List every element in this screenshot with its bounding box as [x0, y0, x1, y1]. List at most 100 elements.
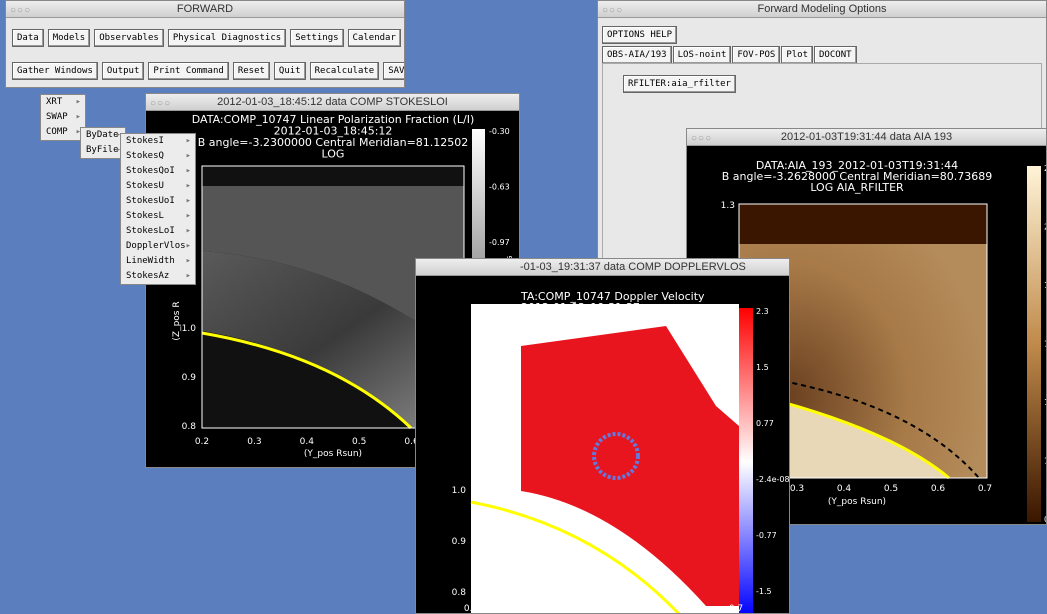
x-tick-label: 0.5 — [884, 484, 898, 494]
menu-item[interactable]: StokesL — [121, 209, 195, 224]
x-tick-label: 0.5 — [623, 604, 637, 614]
tab[interactable]: Plot — [781, 46, 814, 64]
title-bar: ○○○ FORWARD — [6, 1, 404, 18]
x-label: (Y_pos Rsun) — [828, 497, 886, 507]
y-tick-label: 1.0 — [452, 486, 467, 496]
x-tick-label: 0.7 — [729, 604, 743, 614]
toolbar-button[interactable]: Output — [101, 62, 145, 80]
y-tick-label: 0.9 — [452, 537, 467, 547]
menu-item[interactable]: StokesAz — [121, 269, 195, 284]
toolbar-button[interactable]: Observables — [94, 29, 164, 47]
colorbar-tick-label: 2.3 — [756, 307, 769, 316]
image-red — [521, 326, 739, 606]
plot-text: 2012-01-03_18:45:12 — [274, 125, 393, 138]
y-label: (Z_pos R — [172, 301, 182, 340]
forward-window: ○○○ FORWARD Data Models Observables Physical… — [5, 0, 405, 88]
menu-item[interactable]: ByDate — [81, 128, 125, 143]
colorbar — [739, 308, 753, 613]
toolbar-button[interactable]: Quit — [273, 62, 306, 80]
colorbar-tick-label: 1.4 — [1044, 398, 1047, 407]
tab[interactable]: DOCONT — [814, 46, 857, 64]
colorbar-tick-label: -0.30 — [489, 127, 510, 136]
title-bar: -01-03_19:31:37 data COMP DOPPLERVLOS — [416, 259, 789, 276]
x-tick-label: 0.4 — [570, 604, 585, 614]
tab[interactable]: OBS-AIA/193 — [602, 46, 672, 64]
y-tick-label: 0.9 — [182, 373, 197, 383]
colorbar-tick-label: 1.2 — [1044, 457, 1047, 466]
colorbar-tick-label: 1.8 — [1044, 281, 1047, 290]
plot-text: LOG — [322, 148, 345, 161]
colorbar-tick-label: 2.2 — [1044, 164, 1047, 173]
colorbar-tick-label: -0.63 — [489, 183, 510, 192]
x-tick-label: 0.2 — [464, 604, 478, 614]
toolbar-button[interactable]: SAVE — [383, 62, 404, 80]
menu-item[interactable]: DopplerVlos — [121, 239, 195, 254]
menu-item[interactable]: StokesU — [121, 179, 195, 194]
image-band — [202, 251, 464, 428]
window-title: Forward Modeling Options — [757, 3, 887, 15]
menu-item[interactable]: StokesLoI — [121, 224, 195, 239]
toolbar-button[interactable]: Physical Diagnostics — [167, 29, 287, 47]
colorbar-tick-label: 0.95 — [1044, 515, 1047, 524]
toolbar-button[interactable]: Gather Windows — [12, 62, 98, 80]
toolbar-button[interactable]: Settings — [290, 29, 344, 47]
toolbar-button[interactable]: Reset — [232, 62, 270, 80]
help-button[interactable]: OPTIONS HELP — [602, 26, 678, 44]
x-tick-label: 0.4 — [300, 437, 315, 447]
doppler-window: -01-03_19:31:37 data COMP DOPPLERVLOS TA… — [415, 258, 790, 614]
menu-item[interactable]: SWAP — [41, 110, 85, 125]
window-title: FORWARD — [176, 3, 234, 15]
menu-item[interactable]: StokesUoI — [121, 194, 195, 209]
toolbar-button[interactable]: Recalculate — [309, 62, 380, 80]
menu-item[interactable]: StokesQoI — [121, 164, 195, 179]
x-tick-label: 0.6 — [931, 484, 946, 494]
window-title: -01-03_19:31:37 data COMP DOPPLERVLOS — [520, 261, 746, 273]
toolbar: Data Models Observables Physical Diagnostic… — [12, 29, 404, 47]
toolbar-button[interactable]: Models — [47, 29, 91, 47]
menu-item[interactable]: ByFile — [81, 143, 125, 158]
plot-text: B angle=-3.2628000 Central Meridian=80.7… — [722, 170, 993, 183]
menu-item[interactable]: LineWidth — [121, 254, 195, 269]
toolbar: Gather Windows Output Print Command Reset Qu… — [12, 62, 404, 80]
plot-text: .2300000 Central Meridian=80.700508 — [521, 312, 737, 325]
stokes-plot: DATA:COMP_10747 Linear Polarization Frac… — [172, 113, 514, 467]
toolbar-button[interactable]: Data — [12, 29, 44, 47]
tab[interactable]: FOV-POS — [732, 46, 781, 64]
menu-item[interactable]: XRT — [41, 95, 85, 110]
toolbar-button[interactable]: Calendar — [347, 29, 401, 47]
window-title: 2012-01-03_18:45:12 data COMP STOKESLOI — [217, 96, 448, 108]
x-label: (Y_pos Rsun) — [304, 449, 362, 459]
y-tick-label: 0.8 — [182, 422, 197, 432]
plot-text: 2012-01-03_19:31:37 — [521, 301, 640, 314]
x-tick-label: 0.3 — [790, 484, 804, 494]
x-tick-label: 0.5 — [352, 437, 366, 447]
colorbar — [1027, 166, 1041, 522]
disk — [739, 391, 949, 478]
toolbar-button[interactable]: Print Command — [148, 62, 229, 80]
rfilter-button[interactable]: RFILTER:aia_rfilter — [623, 75, 736, 93]
colorbar-tick-label: 1.6 — [1044, 340, 1047, 349]
x-tick-label: 0.2 — [195, 437, 209, 447]
tab-bar: OBS-AIA/193 LOS-noint FOV-POS Plot DOCONT — [602, 46, 857, 64]
y-tick-label: 1.3 — [721, 201, 735, 211]
x-tick-label: 0.6 — [676, 604, 691, 614]
title-bar: ○○○ 2012-01-03T19:31:44 data AIA 193 — [687, 129, 1046, 146]
x-tick-label: 0.7 — [978, 484, 992, 494]
x-tick-label: 0.6 — [404, 437, 419, 447]
limb — [470, 500, 681, 613]
window-title: 2012-01-03T19:31:44 data AIA 193 — [780, 131, 953, 143]
plot-text: DATA:COMP_10747 Linear Polarization Frac… — [192, 113, 474, 126]
image-ring — [592, 432, 640, 480]
tab[interactable]: LOS-noint — [672, 46, 732, 64]
menu-item[interactable]: StokesQ — [121, 149, 195, 164]
colorbar-tick-label: 2.0 — [1044, 223, 1047, 232]
menu-item[interactable]: StokesI — [121, 134, 195, 149]
plot-text: LOG AIA_RFILTER — [810, 181, 904, 194]
plot-text: TA:COMP_10747 Doppler Velocity — [520, 290, 705, 303]
plot-text: DATA:AIA_193_2012-01-03T19:31:44 — [756, 159, 958, 172]
colorbar-tick-label: -2.4e-08 — [756, 475, 790, 484]
menu-item[interactable]: COMP — [41, 125, 85, 140]
colorbar-tick-label: -0.77 — [756, 531, 777, 540]
x-tick-label: 0.4 — [837, 484, 852, 494]
